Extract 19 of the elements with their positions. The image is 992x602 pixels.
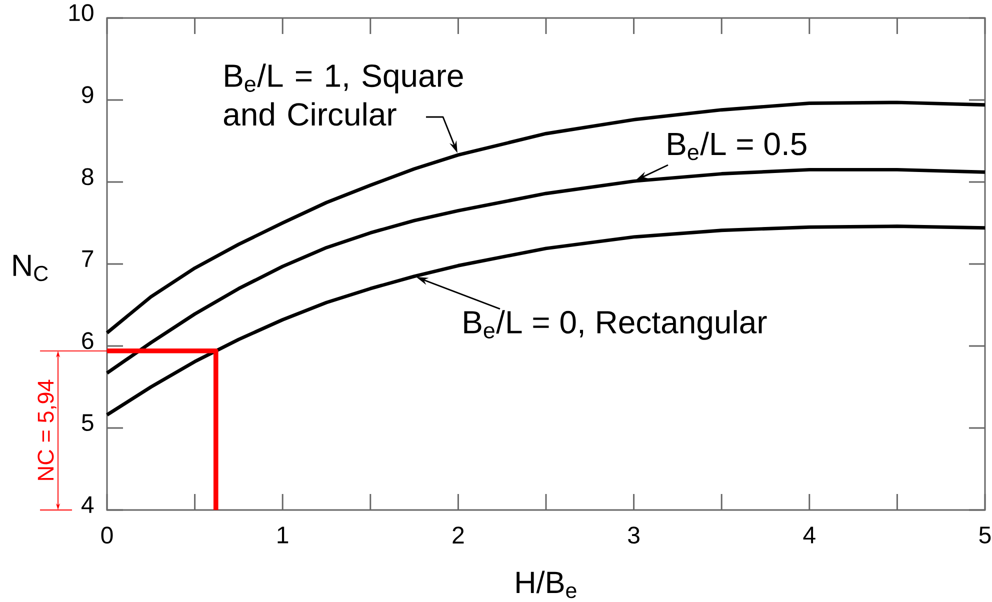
x-axis-title: H/B$_{e}$ [516, 570, 576, 598]
y-tick-label: 9 [82, 86, 94, 104]
y-tick-label: 7 [82, 250, 94, 267]
x-tick-label: 4 [803, 526, 816, 544]
y-tick-label: 6 [82, 332, 94, 350]
legend-label: B$_{e}$/L = 0, Rectangular [464, 310, 767, 340]
series-label: B$_{e}$/L = 1, Square and Circular [224, 64, 463, 126]
text: NC = 5,94 [38, 380, 56, 480]
x-tick-label: 2 [452, 526, 464, 544]
y-tick-label: 8 [82, 168, 94, 186]
x-tick-label: 1 [278, 526, 288, 544]
x-tick-label: 0 [101, 526, 113, 544]
x-tick-label: 3 [628, 526, 640, 544]
y-tick-label: 10 [69, 4, 94, 22]
series-label: B$_{e}$/L = 0.5 [668, 132, 806, 160]
y-tick-label: 4 [81, 496, 94, 513]
x-tick-label: 5 [979, 526, 991, 544]
y-axis-title: N$_{C}$ [13, 254, 48, 282]
y-tick-label: 5 [82, 414, 94, 432]
